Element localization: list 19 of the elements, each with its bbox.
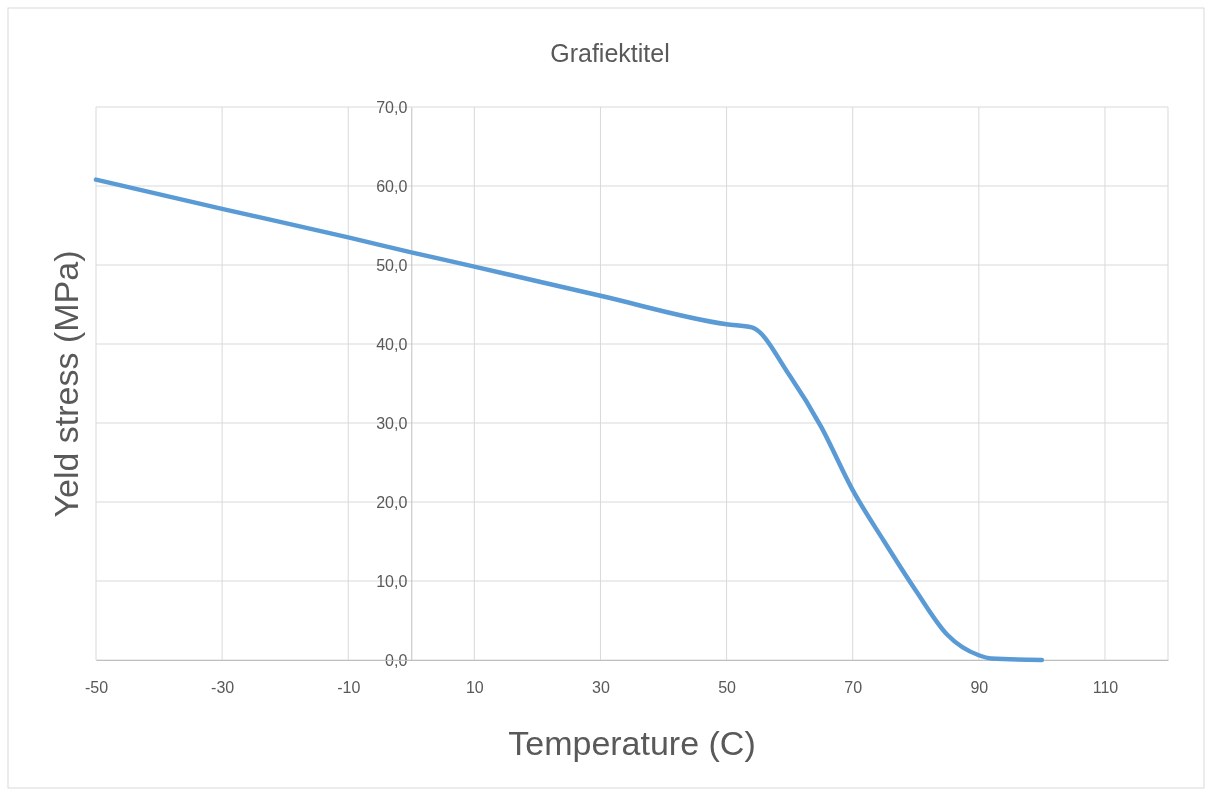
x-tick-label: -50 (84, 679, 109, 697)
x-tick-label: -10 (337, 679, 361, 697)
y-tick-label: 10,0 (376, 572, 408, 590)
x-tick-label: -30 (211, 679, 235, 697)
x-tick-label: 70 (844, 679, 863, 697)
x-tick-label: 110 (1092, 679, 1119, 697)
y-tick-label: 60,0 (376, 177, 408, 195)
y-tick-label: 30,0 (376, 414, 408, 432)
y-tick-label: 70,0 (376, 98, 408, 116)
x-tick-label: 10 (465, 679, 484, 697)
x-axis-title: Temperature (C) (508, 724, 756, 762)
y-tick-label: 40,0 (376, 335, 408, 353)
x-tick-label: 50 (718, 679, 737, 697)
y-axis-title: Yeld stress (MPa) (47, 250, 85, 518)
y-tick-label: 50,0 (376, 256, 408, 274)
y-tick-label: 20,0 (376, 493, 408, 511)
x-tick-label: 90 (970, 679, 989, 697)
x-tick-label: 30 (592, 679, 610, 697)
chart-title: Grafiektitel (550, 39, 670, 67)
